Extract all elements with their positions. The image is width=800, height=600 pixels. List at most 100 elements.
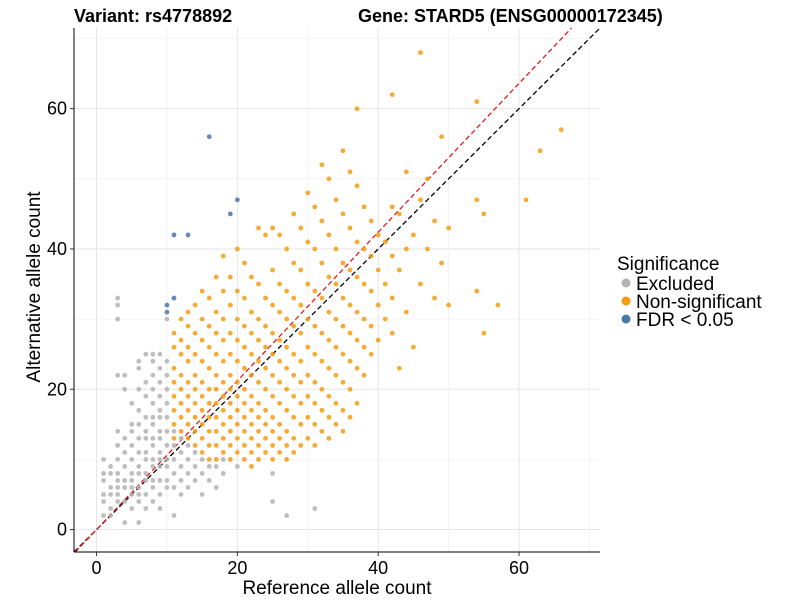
axis-ticks: 0 20 40 60 0 20 40 60 [47,99,529,578]
data-point [178,464,184,469]
data-point [199,379,205,385]
data-point [213,428,219,434]
data-point [242,428,247,434]
data-point [178,414,184,420]
data-point [298,358,304,364]
data-point [403,309,409,315]
data-point [185,407,191,413]
data-point [312,204,318,210]
data-point [122,499,128,504]
data-point [277,358,283,364]
data-point [227,302,233,308]
data-point [270,471,275,476]
data-point [256,428,261,434]
data-point [319,218,325,224]
data-point [101,457,106,462]
data-point [298,302,304,308]
data-point [319,358,325,364]
data-point [157,457,163,462]
data-point [227,330,233,336]
data-point [220,471,226,476]
data-point [326,176,332,182]
data-point [270,428,275,434]
data-point [157,365,163,371]
data-point [256,225,261,231]
data-point [411,344,416,350]
data-point [129,457,135,462]
data-point [263,435,268,441]
x-tick-label: 60 [509,558,529,578]
data-point [537,148,543,154]
data-point [234,358,240,364]
data-point [256,379,261,385]
data-point [164,442,170,448]
data-point [396,267,402,273]
data-point [432,295,437,301]
data-point [227,351,233,357]
data-point [171,365,177,371]
data-point [143,414,149,420]
data-point [136,492,142,497]
data-point [382,239,388,245]
data-point [368,351,374,357]
data-point [213,442,219,448]
data-point [291,372,297,378]
data-point [354,365,360,371]
data-point [277,421,283,427]
data-point [523,197,529,203]
data-point [326,435,332,441]
data-point [312,400,318,406]
data-point [256,358,261,364]
data-point [185,309,191,315]
data-point [256,442,261,448]
data-point [227,274,233,280]
data-point [389,204,395,210]
data-point [361,316,367,322]
data-point [242,400,247,406]
data-point [284,386,290,392]
data-point [298,330,304,336]
data-point [446,225,452,231]
data-point [242,323,247,329]
data-point [220,358,226,364]
data-point [143,449,149,455]
axes [73,28,600,553]
data-point [199,337,205,343]
data-point [115,442,121,448]
data-point [220,288,226,294]
data-point [375,302,381,308]
legend-swatch [621,296,631,306]
data-point [291,414,297,420]
data-point [136,471,142,476]
data-point [206,295,212,301]
data-point [340,323,346,329]
data-point [277,232,283,238]
data-point [115,302,121,308]
data-point [185,421,191,427]
data-point [136,421,142,427]
data-point [164,478,170,483]
data-point [242,295,247,301]
data-point [185,379,191,385]
data-point [234,393,240,399]
data-point [234,435,240,441]
data-point [227,457,233,462]
data-point [178,372,184,378]
data-point [347,358,353,364]
data-point [227,428,233,434]
data-point [312,351,318,357]
data-point [122,478,128,483]
data-point [227,442,233,448]
data-point [242,457,247,462]
data-point [122,520,128,525]
data-point [171,485,177,490]
data-point [263,421,268,427]
data-point [425,176,430,182]
data-point [354,400,360,406]
data-point [115,372,121,378]
series-excluded [101,295,318,525]
data-point [242,260,247,266]
data-point [389,330,395,336]
data-point [220,421,226,427]
